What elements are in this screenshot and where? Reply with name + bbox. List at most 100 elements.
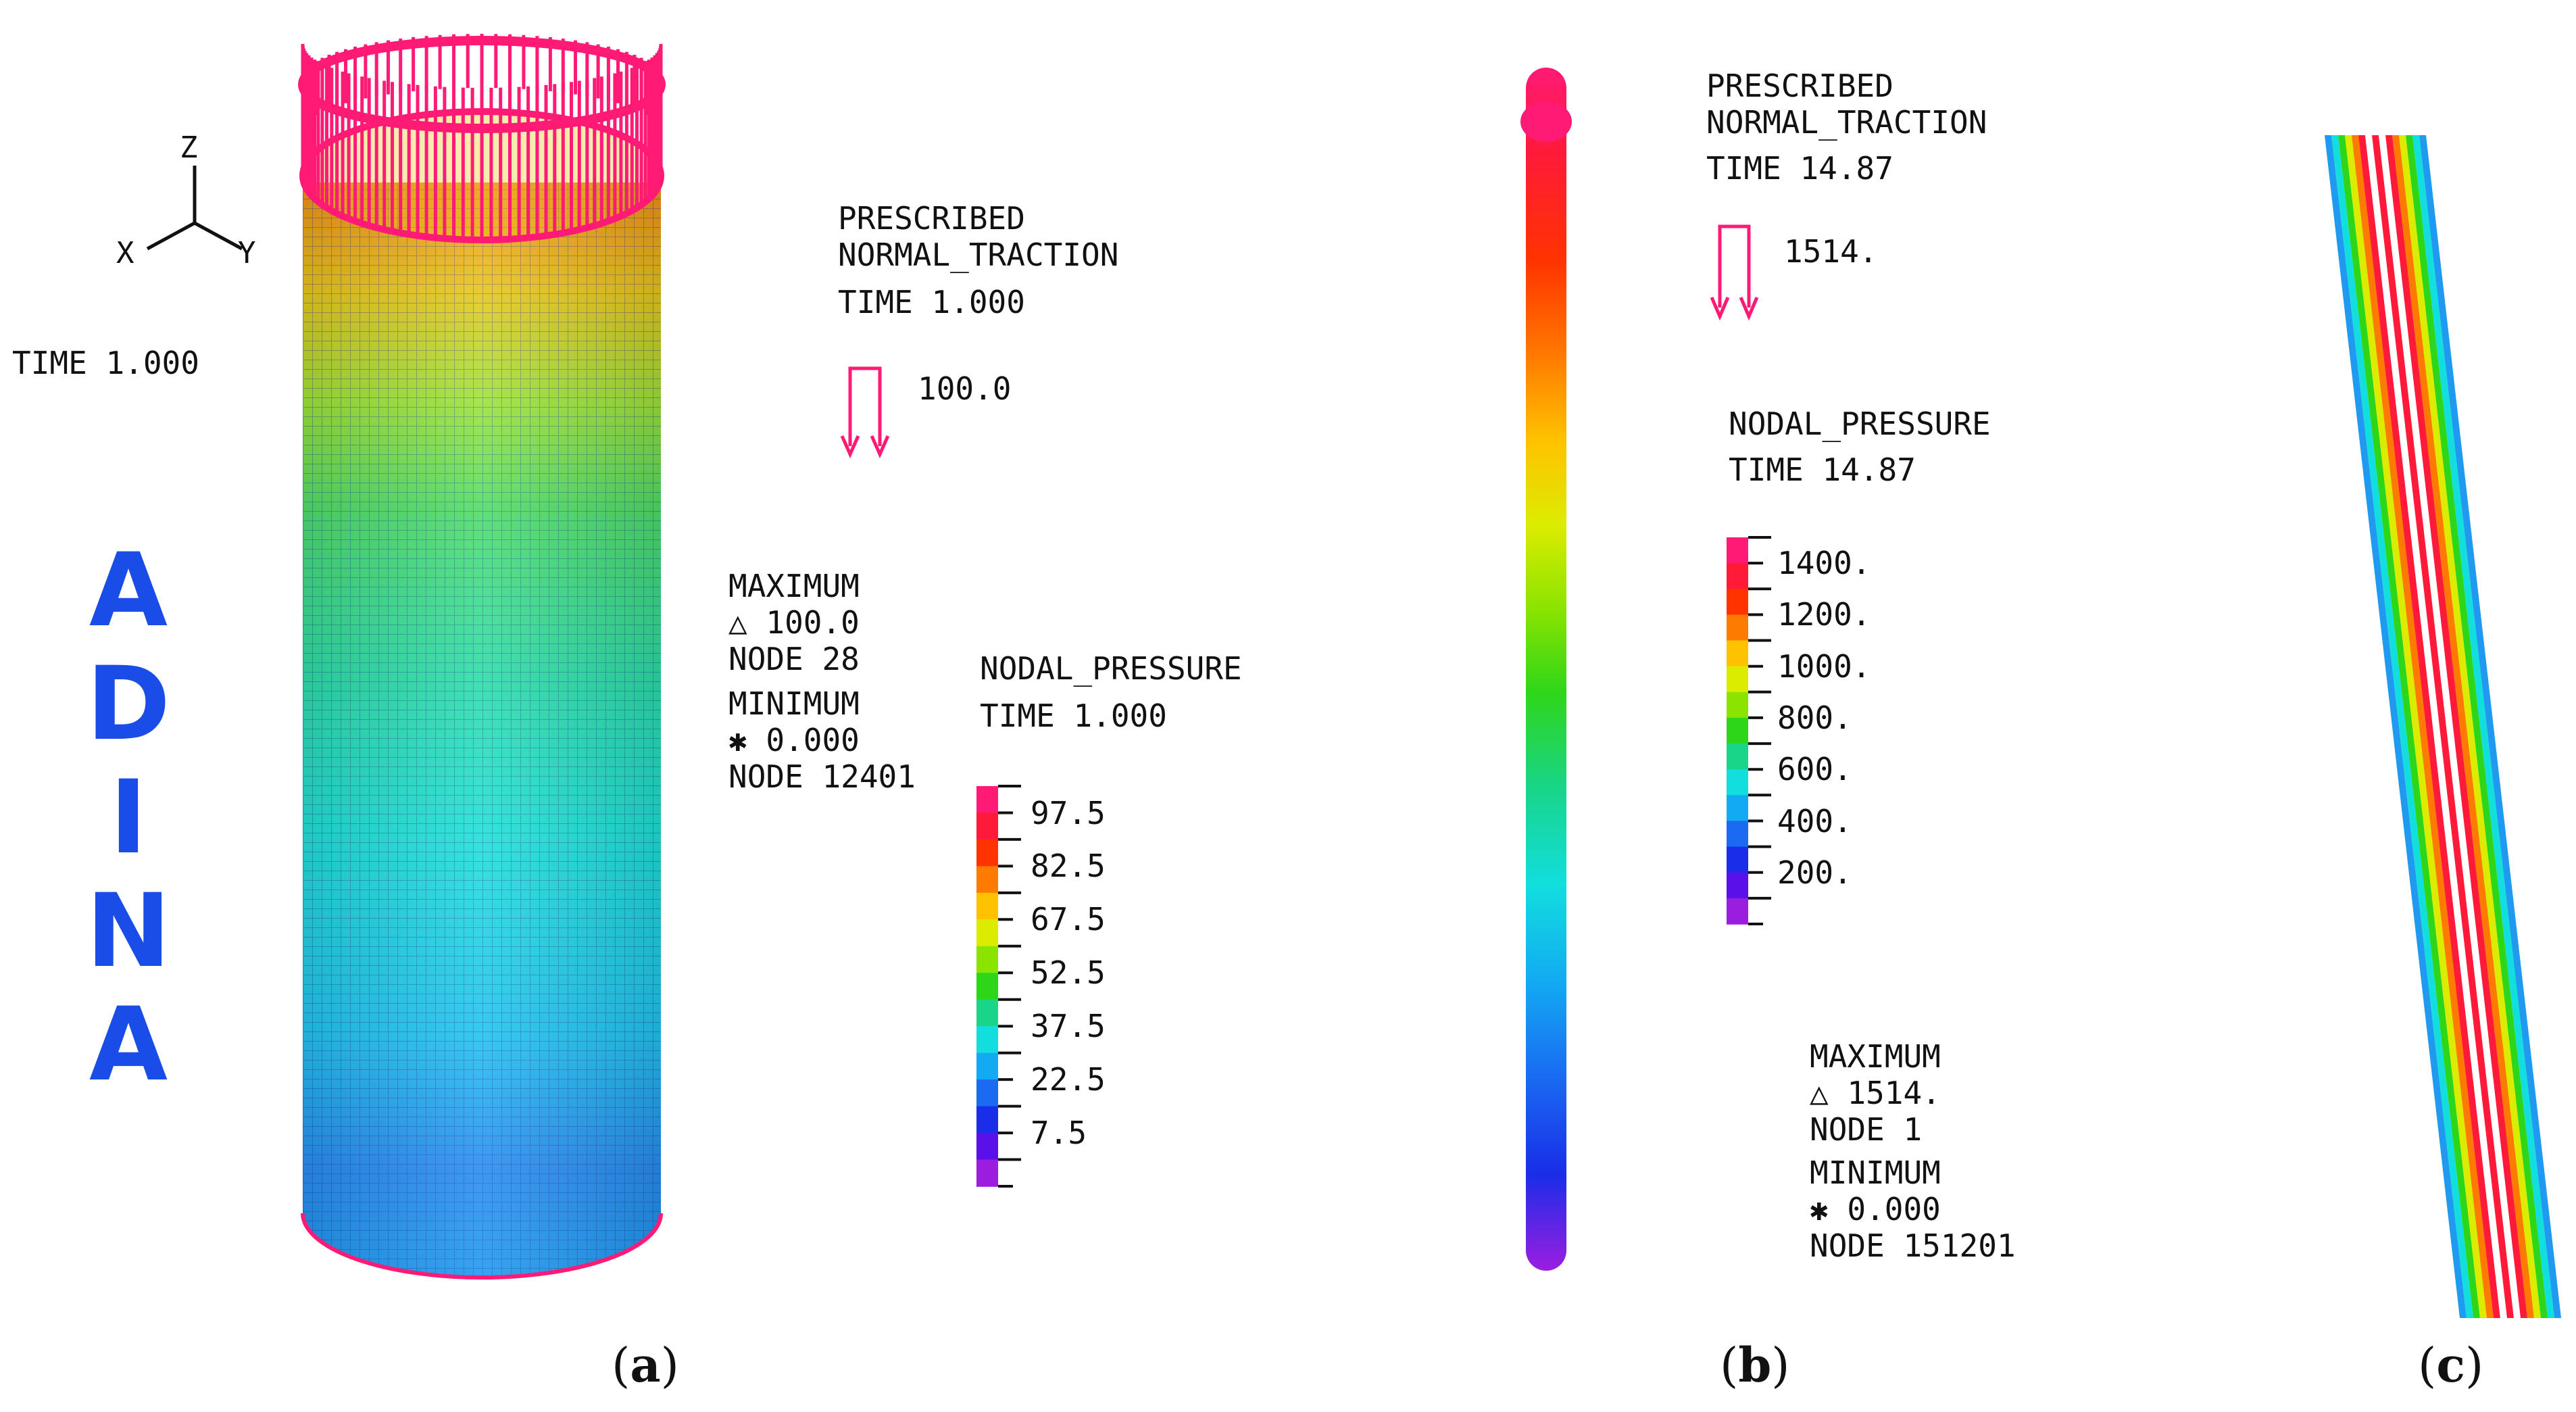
prescribed-time-a: TIME 1.000	[838, 284, 1025, 320]
maximum-node-b: NODE 1	[1810, 1111, 1923, 1148]
colorbar-segment	[976, 1133, 998, 1161]
logo-letter: D	[86, 646, 171, 763]
colorbar-segment	[1727, 795, 1748, 822]
legend-title-b: NODAL_PRESSURE	[1729, 406, 1991, 442]
legend-tick-a: 37.5	[1031, 1008, 1106, 1045]
legend-tick-b: 1000.	[1777, 648, 1871, 685]
legend-tick-a: 82.5	[1031, 848, 1106, 885]
traction-value-b: 1514.	[1784, 233, 1878, 270]
colorbar-segment	[1727, 666, 1748, 693]
logo-letter: A	[89, 986, 168, 1104]
colorbar-segment	[976, 1052, 998, 1080]
caption-b: (b)	[1720, 1337, 1790, 1393]
minimum-node-a: NODE 12401	[728, 758, 916, 795]
traction-value-a: 100.0	[918, 370, 1012, 407]
strip-band	[2399, 135, 2541, 1318]
colorbar-a	[976, 785, 1021, 1188]
colorbar-segment	[976, 946, 998, 974]
axes-triad	[146, 166, 243, 251]
prescribed-label-b: PRESCRIBED	[1706, 68, 1893, 104]
maximum-title-a: MAXIMUM	[728, 568, 860, 604]
caption-c: (c)	[2418, 1337, 2484, 1393]
colorbar-segment	[1727, 640, 1748, 667]
maximum-node-a: NODE 28	[728, 641, 860, 677]
maximum-title-b: MAXIMUM	[1810, 1038, 1941, 1075]
colorbar-segment	[976, 892, 998, 921]
legend-title-a: NODAL_PRESSURE	[980, 650, 1242, 687]
colorbar-segment	[976, 1026, 998, 1054]
maximum-value-b: △ 1514.	[1810, 1075, 1941, 1111]
zoomed-strip	[2325, 135, 2561, 1318]
strip-band	[2385, 135, 2527, 1318]
axis-label-z: Z	[180, 130, 198, 165]
traction-arrow-b	[1710, 224, 1759, 321]
colorbar-segment	[1727, 872, 1748, 899]
colorbar-segment	[976, 839, 998, 867]
legend-tick-a: 52.5	[1031, 954, 1106, 992]
strip-band	[2352, 135, 2494, 1318]
colorbar-segment	[1727, 537, 1748, 564]
prescribed-label-a: PRESCRIBED	[838, 200, 1025, 237]
legend-time-a: TIME 1.000	[980, 698, 1167, 734]
minimum-node-b: NODE 151201	[1810, 1227, 2016, 1264]
legend-tick-b: 1400.	[1777, 545, 1871, 582]
axis-label-y: Y	[238, 236, 256, 270]
minimum-value-a: ✱ 0.000	[728, 722, 860, 758]
colorbar-segment	[1727, 589, 1748, 616]
strip-band	[2331, 135, 2473, 1318]
colorbar-segment	[1727, 744, 1748, 770]
strip-band	[2412, 135, 2554, 1318]
colorbar-segment	[1727, 717, 1748, 744]
colorbar-segment	[1727, 898, 1748, 925]
strip-band	[2372, 135, 2514, 1318]
caption-a-letter: a	[630, 1337, 661, 1393]
caption-c-letter: c	[2436, 1337, 2465, 1393]
caption-b-letter: b	[1738, 1337, 1772, 1393]
legend-time-b: TIME 14.87	[1729, 452, 1916, 488]
colorbar-segment	[1727, 614, 1748, 641]
time-label-a: TIME 1.000	[12, 345, 199, 381]
prescribed-time-b: TIME 14.87	[1706, 150, 1893, 187]
colorbar-segment	[976, 1159, 998, 1187]
traction-arrow-a	[840, 366, 890, 459]
colorbar-segment	[1727, 563, 1748, 589]
normal-traction-label-a: NORMAL_TRACTION	[838, 237, 1119, 273]
strip-band	[2345, 135, 2487, 1318]
normal-traction-label-b: NORMAL_TRACTION	[1706, 104, 1987, 141]
maximum-value-a: △ 100.0	[728, 604, 860, 641]
strip-band	[2392, 135, 2534, 1318]
strip-band	[2406, 135, 2548, 1318]
strip-band	[2358, 135, 2500, 1318]
colorbar-segment	[976, 1079, 998, 1107]
logo-letter: N	[86, 873, 171, 990]
column-model	[1520, 68, 1572, 1271]
colorbar-segment	[976, 919, 998, 947]
legend-tick-a: 67.5	[1031, 901, 1106, 938]
colorbar-segment	[976, 866, 998, 894]
colorbar-segment	[976, 1106, 998, 1134]
colorbar-segment	[1727, 691, 1748, 719]
strip-band	[2365, 135, 2507, 1318]
colorbar-segment	[976, 812, 998, 840]
cylinder-mesh	[298, 34, 666, 1280]
axis-label-x: X	[116, 236, 134, 270]
colorbar-segment	[976, 786, 998, 814]
minimum-title-b: MINIMUM	[1810, 1154, 1941, 1191]
legend-tick-b: 400.	[1777, 802, 1852, 839]
legend-tick-a: 22.5	[1031, 1061, 1106, 1098]
colorbar-segment	[1727, 846, 1748, 873]
strip-band	[2325, 135, 2467, 1318]
strip-band	[2419, 135, 2561, 1318]
colorbar-segment	[1727, 821, 1748, 848]
strip-band	[2379, 135, 2521, 1318]
colorbar-segment	[1727, 769, 1748, 796]
legend-tick-b: 800.	[1777, 699, 1852, 736]
logo-letter: A	[89, 532, 168, 650]
colorbar-b	[1727, 536, 1771, 925]
legend-tick-a: 97.5	[1031, 794, 1106, 831]
legend-tick-b: 200.	[1777, 854, 1852, 891]
legend-tick-b: 1200.	[1777, 596, 1871, 633]
